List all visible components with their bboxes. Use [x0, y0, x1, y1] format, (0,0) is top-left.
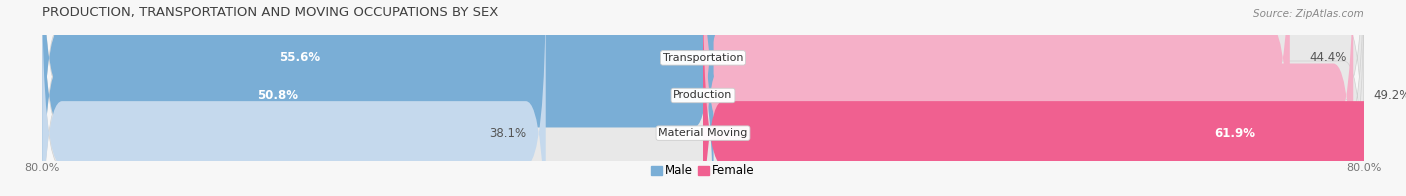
- Text: 50.8%: 50.8%: [257, 89, 298, 102]
- FancyBboxPatch shape: [703, 0, 1406, 196]
- FancyBboxPatch shape: [42, 0, 1364, 196]
- Legend: Male, Female: Male, Female: [651, 164, 755, 177]
- Text: 38.1%: 38.1%: [489, 127, 526, 140]
- Text: 61.9%: 61.9%: [1215, 127, 1256, 140]
- FancyBboxPatch shape: [703, 0, 1289, 196]
- FancyBboxPatch shape: [42, 0, 1364, 196]
- Text: Production: Production: [673, 91, 733, 101]
- FancyBboxPatch shape: [42, 0, 546, 196]
- Text: 55.6%: 55.6%: [278, 51, 321, 64]
- Text: Material Moving: Material Moving: [658, 128, 748, 138]
- Text: PRODUCTION, TRANSPORTATION AND MOVING OCCUPATIONS BY SEX: PRODUCTION, TRANSPORTATION AND MOVING OC…: [42, 6, 499, 19]
- Text: Source: ZipAtlas.com: Source: ZipAtlas.com: [1253, 9, 1364, 19]
- Text: 44.4%: 44.4%: [1309, 51, 1347, 64]
- FancyBboxPatch shape: [42, 0, 778, 196]
- Text: Transportation: Transportation: [662, 53, 744, 63]
- Text: 49.2%: 49.2%: [1374, 89, 1406, 102]
- FancyBboxPatch shape: [42, 0, 1364, 196]
- FancyBboxPatch shape: [42, 0, 714, 196]
- FancyBboxPatch shape: [703, 0, 1353, 196]
